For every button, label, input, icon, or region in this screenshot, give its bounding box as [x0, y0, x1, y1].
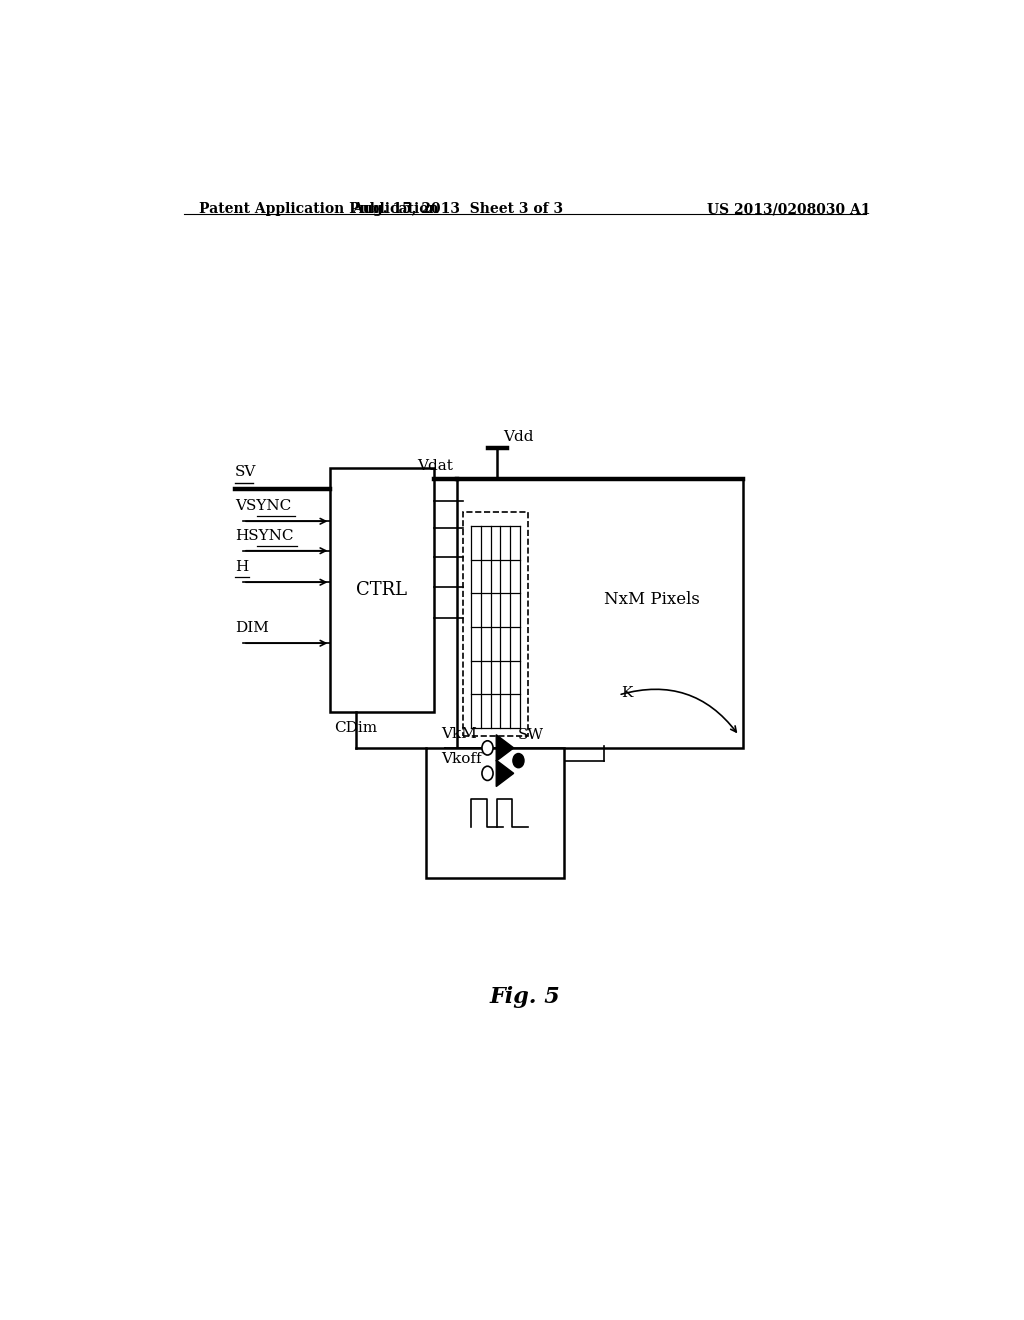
Bar	[331, 469, 433, 713]
Text: Aug. 15, 2013  Sheet 3 of 3: Aug. 15, 2013 Sheet 3 of 3	[352, 202, 563, 216]
Circle shape	[513, 754, 524, 768]
Text: H: H	[236, 560, 249, 574]
Text: US 2013/0208030 A1: US 2013/0208030 A1	[708, 202, 870, 216]
Text: CTRL: CTRL	[356, 581, 408, 599]
Text: SV: SV	[236, 465, 256, 479]
Bar	[426, 748, 564, 878]
Text: Vdat: Vdat	[418, 459, 454, 474]
Bar	[458, 479, 743, 748]
Text: Patent Application Publication: Patent Application Publication	[200, 202, 439, 216]
Text: Vkoff: Vkoff	[441, 752, 482, 766]
Circle shape	[482, 766, 494, 780]
Text: SW: SW	[518, 729, 544, 742]
Circle shape	[482, 741, 494, 755]
Text: VkM: VkM	[441, 727, 477, 741]
Polygon shape	[497, 760, 514, 787]
Text: DIM: DIM	[236, 622, 269, 635]
Bar	[463, 512, 528, 735]
Text: Fig. 5: Fig. 5	[489, 986, 560, 1008]
Text: K: K	[622, 686, 633, 700]
Text: HSYNC: HSYNC	[236, 528, 294, 543]
Text: NxM Pixels: NxM Pixels	[604, 591, 699, 609]
Polygon shape	[497, 735, 514, 762]
Text: Vdd: Vdd	[504, 430, 534, 444]
Text: CDim: CDim	[334, 722, 378, 735]
Text: VSYNC: VSYNC	[236, 499, 292, 513]
